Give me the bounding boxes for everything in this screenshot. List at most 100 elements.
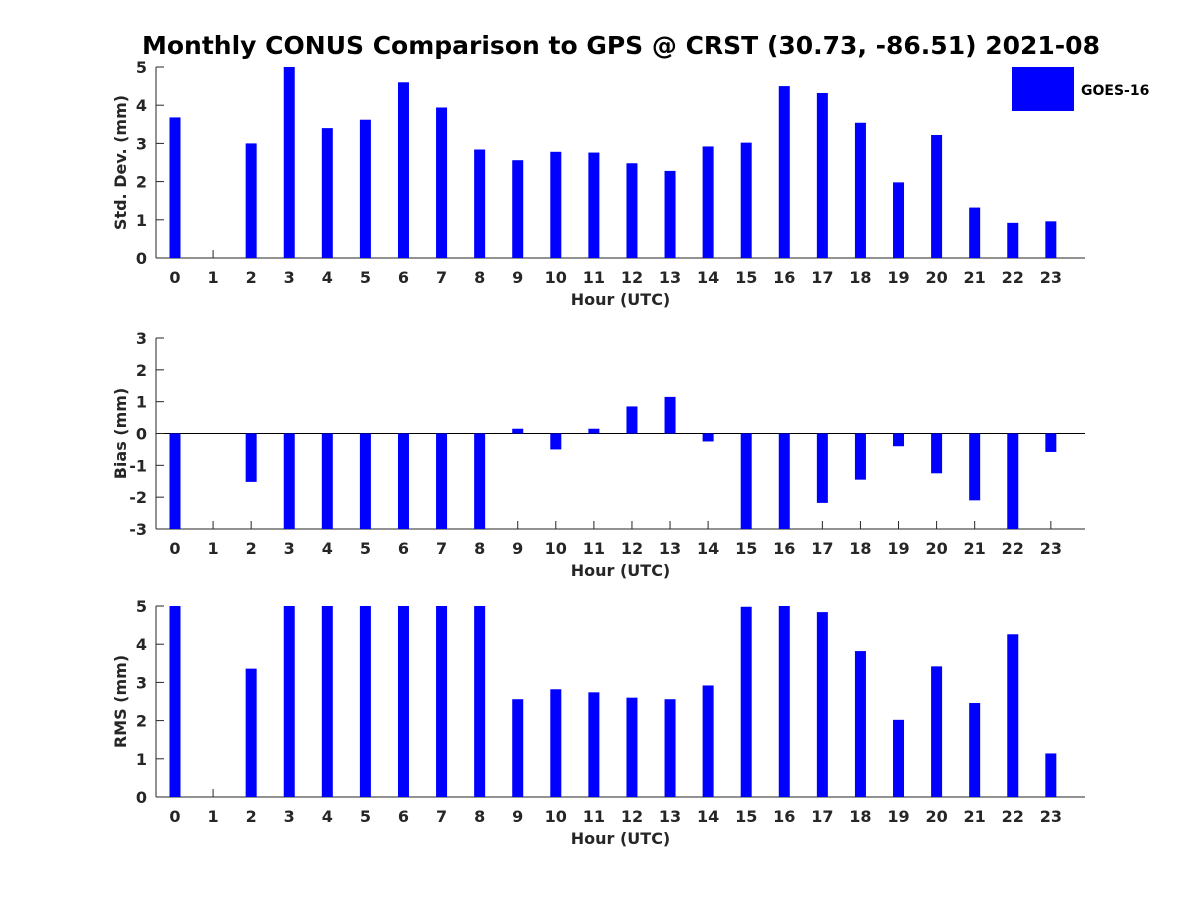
- legend-swatch-goes16: [1012, 67, 1074, 111]
- bar-hour-6: [397, 433, 409, 529]
- legend-label-goes16: GOES-16: [1081, 83, 1149, 99]
- bar-hour-20: [931, 134, 943, 258]
- x-tick-label: 1: [208, 807, 219, 826]
- bar-hour-21: [969, 207, 981, 258]
- bar-hour-23: [1045, 433, 1057, 452]
- x-tick-label: 4: [322, 539, 333, 558]
- y-axis-label: Std. Dev. (mm): [111, 95, 130, 230]
- bar-hour-15: [740, 433, 752, 529]
- chart-title: Monthly CONUS Comparison to GPS @ CRST (…: [142, 31, 1100, 60]
- bar-hour-19: [893, 182, 905, 258]
- x-tick-label: 4: [322, 807, 333, 826]
- x-tick-label: 17: [811, 539, 833, 558]
- x-tick-label: 9: [512, 539, 523, 558]
- y-tick-label: 4: [136, 96, 147, 115]
- x-tick-label: 8: [474, 268, 485, 287]
- x-tick-label: 20: [925, 268, 947, 287]
- bar-hour-13: [664, 170, 676, 258]
- y-tick-label: 3: [136, 673, 147, 692]
- bar-hour-13: [664, 396, 676, 434]
- x-tick-label: 22: [1002, 539, 1024, 558]
- x-tick-label: 3: [284, 268, 295, 287]
- y-tick-label: 3: [136, 134, 147, 153]
- x-tick-label: 8: [474, 539, 485, 558]
- x-tick-label: 11: [583, 807, 605, 826]
- x-tick-label: 13: [659, 807, 681, 826]
- x-tick-label: 20: [925, 539, 947, 558]
- x-tick-label: 9: [512, 807, 523, 826]
- x-axis-label: Hour (UTC): [571, 561, 671, 580]
- bar-hour-11: [588, 428, 600, 434]
- x-tick-label: 17: [811, 807, 833, 826]
- x-tick-label: 7: [436, 268, 447, 287]
- bar-hour-11: [588, 692, 600, 797]
- x-tick-label: 2: [246, 539, 257, 558]
- x-tick-label: 15: [735, 539, 757, 558]
- x-tick-label: 6: [398, 268, 409, 287]
- x-tick-label: 2: [246, 807, 257, 826]
- y-tick-label: 2: [136, 173, 147, 192]
- x-tick-label: 11: [583, 268, 605, 287]
- x-tick-label: 14: [697, 268, 719, 287]
- bar-hour-6: [397, 606, 409, 797]
- x-tick-label: 12: [621, 268, 643, 287]
- x-tick-label: 15: [735, 268, 757, 287]
- bar-hour-22: [1007, 222, 1019, 258]
- x-tick-label: 14: [697, 539, 719, 558]
- bar-hour-20: [931, 433, 943, 474]
- x-tick-label: 6: [398, 539, 409, 558]
- y-tick-label: 1: [136, 393, 147, 412]
- x-tick-label: 0: [169, 539, 180, 558]
- x-tick-label: 18: [849, 807, 871, 826]
- x-tick-label: 1: [208, 539, 219, 558]
- x-tick-label: 9: [512, 268, 523, 287]
- x-tick-label: 17: [811, 268, 833, 287]
- x-tick-label: 3: [284, 807, 295, 826]
- x-tick-label: 0: [169, 807, 180, 826]
- y-tick-label: -1: [129, 456, 147, 475]
- x-tick-label: 13: [659, 268, 681, 287]
- bar-hour-8: [474, 606, 486, 797]
- y-tick-label: 0: [136, 249, 147, 268]
- y-tick-label: 5: [136, 597, 147, 616]
- y-tick-label: 2: [136, 361, 147, 380]
- y-tick-label: 1: [136, 211, 147, 230]
- x-tick-label: 5: [360, 539, 371, 558]
- bar-hour-3: [283, 433, 295, 529]
- bar-hour-0: [169, 606, 181, 797]
- x-tick-label: 4: [322, 268, 333, 287]
- x-tick-label: 22: [1002, 268, 1024, 287]
- bar-hour-12: [626, 697, 638, 797]
- x-tick-label: 3: [284, 539, 295, 558]
- x-tick-label: 19: [887, 268, 909, 287]
- bar-hour-10: [550, 689, 562, 797]
- bar-hour-22: [1007, 634, 1019, 797]
- bar-hour-14: [702, 146, 714, 258]
- x-tick-label: 21: [964, 539, 986, 558]
- bar-hour-3: [283, 606, 295, 797]
- x-tick-label: 21: [964, 268, 986, 287]
- x-tick-label: 5: [360, 268, 371, 287]
- y-tick-label: -3: [129, 520, 147, 539]
- y-axis-label: RMS (mm): [111, 655, 130, 748]
- y-tick-label: 0: [136, 788, 147, 807]
- bar-hour-7: [436, 606, 448, 797]
- x-tick-label: 6: [398, 807, 409, 826]
- x-tick-label: 12: [621, 539, 643, 558]
- bar-hour-14: [702, 433, 714, 442]
- x-tick-label: 2: [246, 268, 257, 287]
- x-tick-label: 16: [773, 539, 795, 558]
- bar-hour-15: [740, 606, 752, 797]
- bar-hour-10: [550, 433, 562, 450]
- x-tick-label: 5: [360, 807, 371, 826]
- x-tick-label: 20: [925, 807, 947, 826]
- bar-hour-12: [626, 406, 638, 434]
- bar-hour-7: [436, 433, 448, 529]
- bar-hour-19: [893, 433, 905, 447]
- bar-hour-21: [969, 433, 981, 501]
- y-tick-label: 5: [136, 58, 147, 77]
